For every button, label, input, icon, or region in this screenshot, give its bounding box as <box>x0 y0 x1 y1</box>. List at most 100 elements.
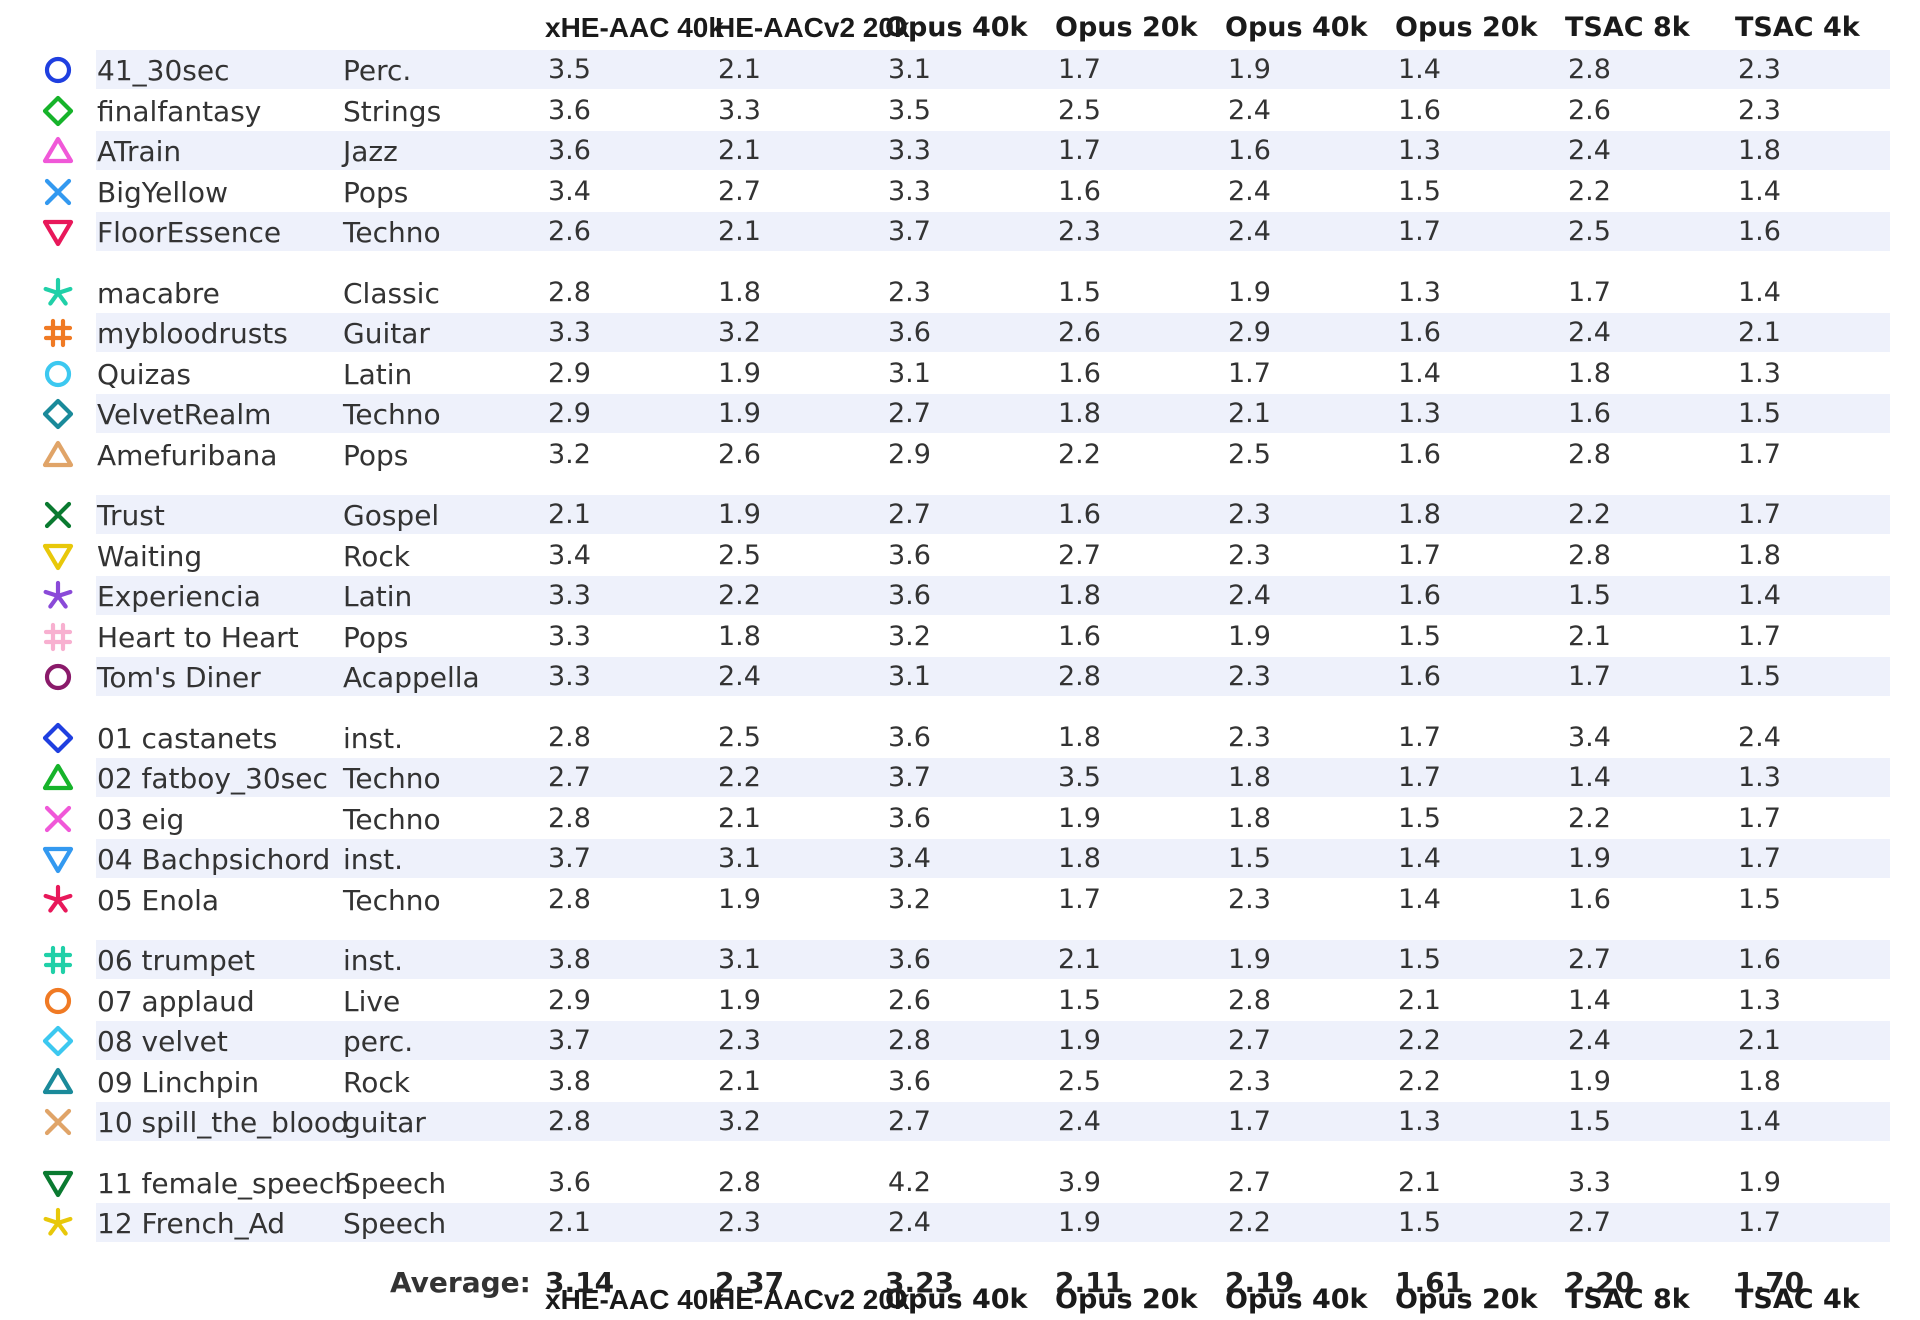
score-cell: 1.3 <box>1398 276 1441 308</box>
triangle-down-icon <box>42 1170 74 1197</box>
score-cell: 2.7 <box>1058 539 1101 571</box>
average-label: Average: <box>390 1265 531 1299</box>
track-name: 09 Linchpin <box>97 1065 260 1099</box>
score-cell: 3.2 <box>888 883 931 915</box>
score-cell: 2.6 <box>1568 94 1611 126</box>
row-band <box>96 576 1890 615</box>
track-genre: inst. <box>343 944 403 977</box>
row-band <box>96 1203 1890 1242</box>
score-cell: 1.7 <box>1398 539 1441 571</box>
track-name: 03 eig <box>97 802 185 836</box>
score-cell: 1.5 <box>1398 620 1441 652</box>
score-cell: 2.8 <box>1568 539 1611 571</box>
score-cell: 1.7 <box>1568 276 1611 308</box>
score-cell: 1.7 <box>1228 1106 1271 1137</box>
score-cell: 2.4 <box>718 661 761 692</box>
track-genre: Techno <box>343 216 441 249</box>
score-cell: 3.6 <box>888 539 931 571</box>
column-footer: xHE-AAC 40k <box>545 1284 724 1315</box>
track-genre: perc. <box>343 1025 414 1058</box>
score-cell: 1.9 <box>718 398 761 429</box>
score-cell: 3.2 <box>548 438 591 470</box>
row-band <box>96 1021 1890 1060</box>
score-cell: 1.9 <box>1058 1025 1101 1056</box>
score-cell: 2.5 <box>1228 438 1271 470</box>
score-cell: 1.4 <box>1738 580 1781 611</box>
column-footer: TSAC 8k <box>1565 1284 1690 1315</box>
score-cell: 1.7 <box>1398 216 1441 247</box>
track-genre: Perc. <box>343 54 412 87</box>
score-cell: 3.4 <box>1568 721 1611 753</box>
score-cell: 2.4 <box>1058 1106 1101 1137</box>
score-cell: 2.1 <box>718 135 761 166</box>
score-cell: 1.5 <box>1568 580 1611 611</box>
score-cell: 1.8 <box>718 620 761 652</box>
score-cell: 3.2 <box>718 317 761 348</box>
track-genre: Techno <box>343 802 441 836</box>
row-band <box>96 212 1890 251</box>
triangle-down-icon <box>42 846 74 874</box>
track-genre: Guitar <box>343 317 430 350</box>
row-band <box>96 495 1890 534</box>
track-genre: Gospel <box>343 499 440 532</box>
average-value: 3.23 <box>885 1265 955 1299</box>
track-genre: inst. <box>343 843 403 876</box>
score-cell: 1.9 <box>1568 1065 1611 1097</box>
score-cell: 1.8 <box>1398 499 1441 530</box>
row-band <box>96 50 1890 89</box>
score-cell: 1.6 <box>1058 175 1101 207</box>
score-cell: 2.2 <box>1568 802 1611 834</box>
score-cell: 1.7 <box>1738 843 1781 874</box>
triangle-up-icon <box>42 1067 74 1094</box>
score-cell: 1.9 <box>718 984 761 1016</box>
score-cell: 1.6 <box>1058 499 1101 530</box>
score-cell: 1.8 <box>1058 843 1101 874</box>
score-cell: 3.6 <box>548 1166 591 1198</box>
score-cell: 1.4 <box>1738 276 1781 308</box>
score-cell: 1.8 <box>1738 135 1781 166</box>
score-cell: 1.4 <box>1568 762 1611 793</box>
score-cell: 1.8 <box>1738 539 1781 571</box>
track-genre: Jazz <box>343 135 398 168</box>
score-cell: 3.5 <box>1058 762 1101 793</box>
score-cell: 3.7 <box>888 216 931 247</box>
score-cell: 1.8 <box>1228 762 1271 793</box>
track-name: ATrain <box>97 135 182 168</box>
score-cell: 3.6 <box>888 802 931 834</box>
track-genre: Techno <box>343 762 441 795</box>
score-cell: 1.9 <box>1228 944 1271 975</box>
row-band <box>96 657 1890 696</box>
asterisk-icon <box>43 580 73 609</box>
score-cell: 2.8 <box>1568 54 1611 85</box>
score-cell: 1.8 <box>1568 357 1611 389</box>
score-cell: 2.7 <box>718 175 761 207</box>
track-name: 07 applaud <box>97 984 255 1018</box>
score-cell: 2.6 <box>548 216 591 247</box>
score-cell: 2.4 <box>1228 580 1271 611</box>
diamond-icon <box>42 95 74 126</box>
column-header: TSAC 8k <box>1565 12 1690 43</box>
score-cell: 1.3 <box>1738 984 1781 1016</box>
score-cell: 1.5 <box>1398 1207 1441 1238</box>
score-cell: 1.9 <box>1228 276 1271 308</box>
track-genre: Rock <box>343 539 410 573</box>
circle-icon <box>44 360 72 387</box>
score-cell: 1.6 <box>1568 883 1611 915</box>
score-cell: 2.1 <box>718 1065 761 1097</box>
score-cell: 1.8 <box>1228 802 1271 834</box>
score-cell: 2.1 <box>1738 317 1781 348</box>
score-cell: 2.1 <box>718 216 761 247</box>
score-cell: 2.3 <box>888 276 931 308</box>
track-name: Waiting <box>97 539 203 573</box>
score-cell: 2.2 <box>718 580 761 611</box>
score-cell: 2.5 <box>1058 1065 1101 1097</box>
track-name: FloorEssence <box>97 216 282 249</box>
score-cell: 1.6 <box>1228 135 1271 166</box>
track-name: 08 velvet <box>97 1025 228 1058</box>
score-cell: 2.8 <box>548 721 591 753</box>
score-cell: 3.6 <box>548 94 591 126</box>
score-cell: 2.1 <box>1398 1166 1441 1198</box>
score-cell: 3.1 <box>718 944 761 975</box>
score-cell: 3.3 <box>888 135 931 166</box>
